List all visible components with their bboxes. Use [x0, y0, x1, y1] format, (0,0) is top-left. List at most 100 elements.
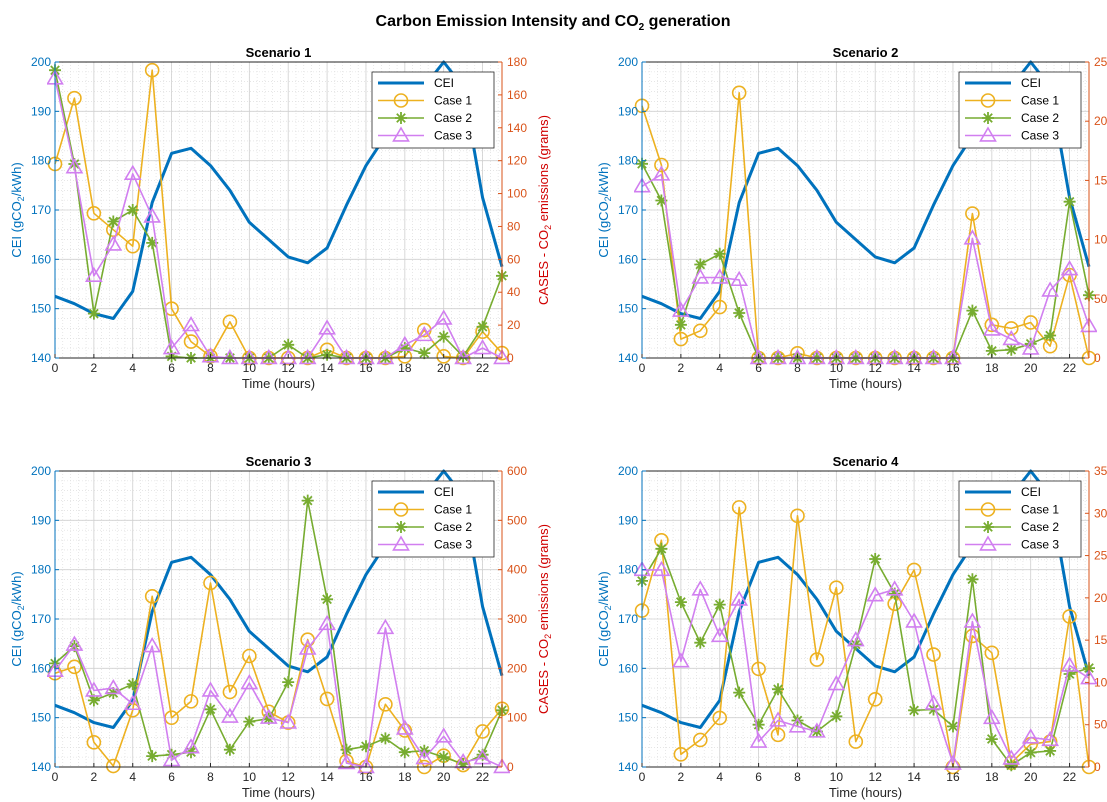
data-point: [337, 348, 356, 365]
legend-marker: [393, 93, 409, 108]
data-point: [123, 694, 142, 711]
y-left-tick-label: 140: [31, 760, 51, 774]
y-axis-label-left: CEI (gCO2/kWh): [596, 162, 613, 257]
x-axis-label: Time (hours): [829, 785, 902, 800]
legend-label: Case 1: [434, 503, 472, 517]
data-point: [888, 587, 901, 600]
data-point: [279, 713, 298, 729]
data-point: [885, 348, 904, 365]
data-point: [788, 348, 807, 365]
data-point: [788, 717, 807, 733]
x-tick-label: 0: [639, 361, 646, 375]
data-point: [944, 348, 962, 365]
y-right-tick-label: 40: [507, 285, 521, 299]
y-right-tick-label: 500: [507, 513, 527, 527]
data-point: [846, 348, 865, 365]
y-left-tick-label: 170: [618, 203, 638, 217]
y-left-tick-label: 140: [618, 760, 638, 774]
y-right-tick-label: 400: [507, 563, 527, 577]
x-tick-label: 22: [1063, 361, 1077, 375]
x-tick-label: 14: [907, 361, 921, 375]
data-point: [337, 753, 356, 770]
data-point: [869, 553, 882, 565]
data-point: [1005, 343, 1018, 356]
x-tick-label: 20: [437, 361, 451, 375]
data-point: [712, 299, 728, 315]
y-left-tick-label: 170: [618, 612, 638, 626]
data-point: [223, 743, 236, 756]
data-point: [966, 304, 979, 317]
panel-title: Scenario 3: [246, 454, 312, 469]
data-point: [143, 637, 162, 653]
data-point: [827, 348, 846, 365]
data-point: [104, 235, 123, 251]
legend-label: Case 3: [1021, 538, 1059, 552]
legend-label: Case 2: [434, 520, 472, 534]
data-point: [885, 580, 904, 596]
x-axis-label: Time (hours): [242, 785, 315, 800]
data-point: [318, 319, 336, 335]
y-axis-label-left: CEI (gCO2/kWh): [9, 571, 26, 666]
legend-label: CEI: [1021, 485, 1041, 499]
y-right-tick-label: 150: [1094, 633, 1107, 647]
data-point: [144, 62, 160, 78]
data-point: [106, 758, 121, 774]
x-tick-label: 18: [398, 361, 412, 375]
y-left-tick-label: 200: [31, 464, 51, 478]
data-point: [242, 648, 257, 664]
data-point: [1041, 281, 1060, 297]
x-tick-label: 2: [91, 770, 98, 784]
data-point: [1060, 260, 1079, 276]
x-tick-label: 14: [907, 770, 921, 784]
data-point: [1041, 730, 1060, 747]
data-point: [146, 750, 159, 763]
data-point: [243, 715, 256, 728]
data-point: [908, 704, 921, 717]
y-right-tick-label: 200: [1094, 114, 1107, 128]
y-left-tick-label: 190: [31, 104, 51, 118]
data-point: [395, 335, 414, 352]
data-point: [418, 347, 431, 360]
y-axis-label-left: CEI (gCO2/kWh): [596, 571, 613, 666]
x-tick-label: 6: [755, 770, 762, 784]
data-point: [733, 307, 746, 319]
legend: CEI Case 1 Case 2 Case 3: [371, 480, 495, 558]
y-left-tick-label: 200: [618, 464, 638, 478]
data-point: [731, 500, 747, 515]
data-point: [1024, 746, 1037, 759]
data-point: [830, 710, 843, 723]
data-point: [398, 342, 411, 355]
x-tick-label: 4: [129, 770, 136, 784]
data-point: [984, 645, 1000, 661]
legend-marker: [979, 126, 997, 142]
data-point: [65, 158, 84, 174]
legend-marker: [980, 93, 996, 108]
y-right-tick-label: 350: [1094, 464, 1107, 478]
y-right-tick-label: 60: [507, 252, 521, 266]
data-point: [415, 749, 434, 765]
series-line: [54, 499, 503, 765]
data-point: [222, 684, 238, 700]
legend-marker: [393, 502, 409, 517]
legend-label: Case 1: [1021, 94, 1059, 108]
y-right-tick-label: 20: [507, 318, 521, 332]
data-point: [730, 270, 749, 287]
data-point: [376, 618, 395, 635]
y-left-tick-label: 150: [618, 302, 638, 316]
x-tick-label: 10: [243, 770, 257, 784]
x-tick-label: 8: [794, 770, 801, 784]
data-point: [652, 165, 671, 181]
data-point: [203, 575, 218, 591]
data-point: [1044, 744, 1057, 757]
x-tick-label: 18: [985, 361, 999, 375]
x-tick-label: 22: [476, 361, 490, 375]
data-point: [694, 636, 707, 649]
y-right-tick-label: 300: [507, 612, 527, 626]
data-point: [654, 157, 669, 173]
data-point: [87, 694, 100, 707]
data-point: [434, 727, 453, 743]
y-right-tick-label: 0: [1094, 760, 1101, 774]
y-left-tick-label: 140: [31, 351, 51, 365]
data-point: [947, 720, 959, 733]
